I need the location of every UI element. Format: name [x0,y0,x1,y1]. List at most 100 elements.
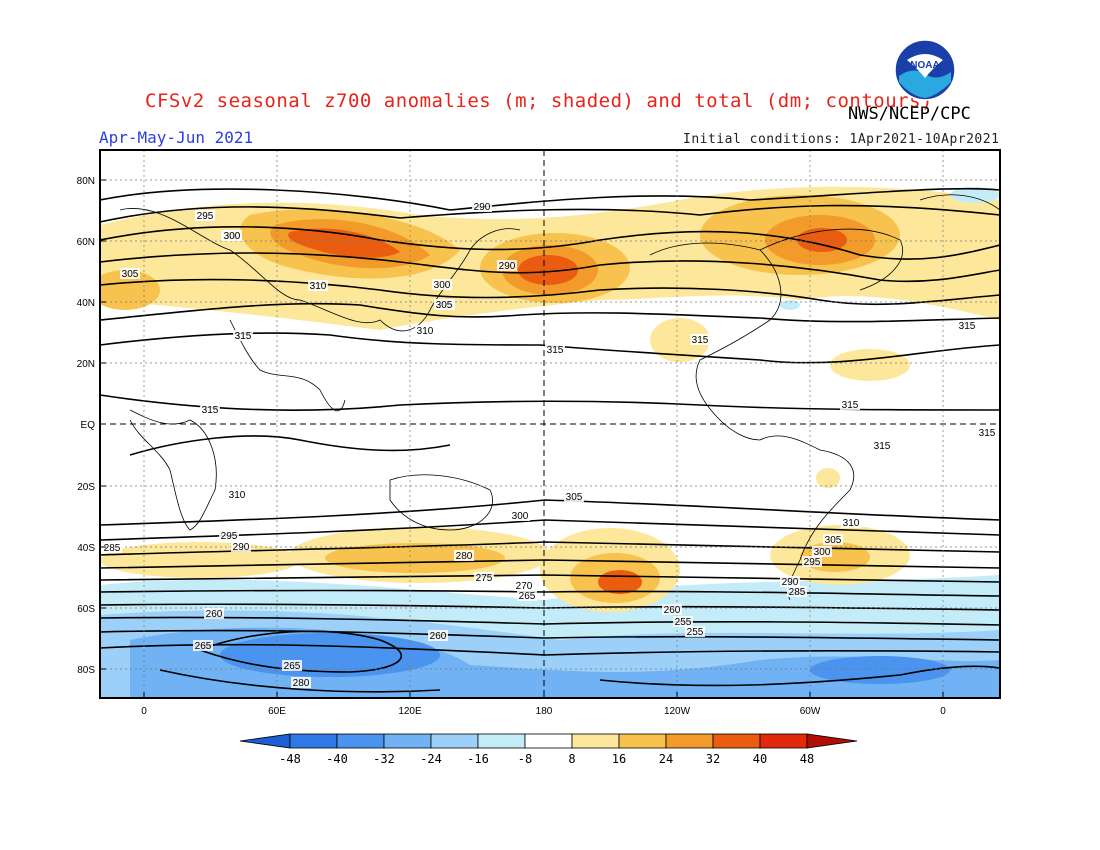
svg-text:295: 295 [804,557,821,568]
anomaly-pos-brazil [816,468,840,488]
svg-text:265: 265 [284,661,301,672]
colorbar-swatch [289,733,338,749]
contour-label: 310 [841,517,861,529]
contour-label: 265 [282,660,302,672]
contour-label: 295 [802,556,822,568]
contour-label: 290 [231,541,251,553]
svg-text:305: 305 [122,269,139,280]
season-label: Apr-May-Jun 2021 [99,128,254,147]
longitude-labels: 0 60E 120E 180 120W 60W 0 [141,706,946,717]
colorbar-level-label: -8 [517,752,533,766]
lat-label: 80S [77,665,95,676]
contour-label: 300 [432,279,452,291]
svg-text:310: 310 [229,490,246,501]
svg-text:260: 260 [430,631,447,642]
svg-text:305: 305 [436,300,453,311]
svg-text:280: 280 [456,551,473,562]
svg-text:255: 255 [687,627,704,638]
lat-label: 60S [77,604,95,615]
contour-label: 315 [872,440,892,452]
svg-text:315: 315 [547,345,564,356]
svg-text:290: 290 [782,577,799,588]
contour-label: 290 [472,201,492,213]
contour-label: 300 [510,510,530,522]
lon-label: 120E [398,706,422,717]
contour-label: 260 [662,604,682,616]
colorbar-level-label: 32 [705,752,721,766]
colorbar-swatch [477,733,526,749]
svg-text:300: 300 [224,231,241,242]
lon-label: 0 [940,706,946,717]
svg-text:285: 285 [104,543,121,554]
lat-label: 80N [77,176,95,187]
lat-label: 20S [77,482,95,493]
contour-label: 270 [514,580,534,592]
colorbar-level-label: 8 [568,752,576,766]
contour-label: 260 [428,630,448,642]
svg-text:300: 300 [434,280,451,291]
contour-label: 275 [474,572,494,584]
svg-text:260: 260 [206,609,223,620]
contour-label: 315 [977,427,997,439]
colorbar-level-label: -48 [279,752,301,766]
svg-text:310: 310 [417,326,434,337]
colorbar-low-arrow [239,733,291,749]
contour-label: 285 [787,586,807,598]
svg-text:310: 310 [843,518,860,529]
contour-label: 280 [291,677,311,689]
contour-label: 290 [780,576,800,588]
colorbar-high-arrow [806,733,858,749]
colorbar-swatch [383,733,432,749]
colorbar-level-label: -16 [467,752,489,766]
contour-label: 315 [200,404,220,416]
initial-conditions-label: Initial conditions: 1Apr2021-10Apr2021 [683,132,1000,147]
contour-label: 310 [308,280,328,292]
anomaly-neg-core-2 [810,656,950,684]
map-title: CFSv2 seasonal z700 anomalies (m; shaded… [145,90,933,112]
colorbar-level-label: -40 [326,752,348,766]
contour-label: 255 [673,616,693,628]
svg-text:260: 260 [664,605,681,616]
colorbar-level-label: 48 [799,752,815,766]
contour-label: 305 [564,491,584,503]
contour-label: 265 [517,590,537,602]
anomaly-neg-core-1 [220,633,440,677]
svg-text:290: 290 [499,261,516,272]
colorbar-level-label: 40 [752,752,768,766]
svg-text:315: 315 [235,331,252,342]
anomaly-neg-greenland [950,187,1000,203]
lat-label: EQ [81,420,96,431]
equator-dateline [100,150,1000,698]
colorbar-swatch [665,733,714,749]
anomaly-pos-atlantic [830,349,910,381]
svg-text:305: 305 [825,535,842,546]
svg-text:NOAA: NOAA [910,60,939,71]
colorbar-level-label: 16 [611,752,627,766]
contour-label: 305 [120,268,140,280]
contour-label: 305 [823,534,843,546]
colorbar-level-label: -32 [373,752,395,766]
svg-text:315: 315 [692,335,709,346]
contour-label: 280 [454,550,474,562]
colorbar-swatch [524,733,573,749]
svg-text:295: 295 [197,211,214,222]
svg-text:315: 315 [959,321,976,332]
colorbar [239,733,858,749]
noaa-logo-icon: NOAA [894,39,956,101]
svg-text:315: 315 [979,428,996,439]
contour-label: 285 [102,542,122,554]
lat-label: 40S [77,543,95,554]
svg-text:305: 305 [566,492,583,503]
svg-text:315: 315 [202,405,219,416]
lon-label: 60W [800,706,821,717]
colorbar-swatch [618,733,667,749]
svg-text:300: 300 [512,511,529,522]
lat-label: 60N [77,237,95,248]
contour-label: 300 [812,546,832,558]
svg-text:315: 315 [874,441,891,452]
svg-text:270: 270 [516,581,533,592]
lon-label: 60E [268,706,286,717]
colorbar-swatch [430,733,479,749]
svg-text:280: 280 [293,678,310,689]
